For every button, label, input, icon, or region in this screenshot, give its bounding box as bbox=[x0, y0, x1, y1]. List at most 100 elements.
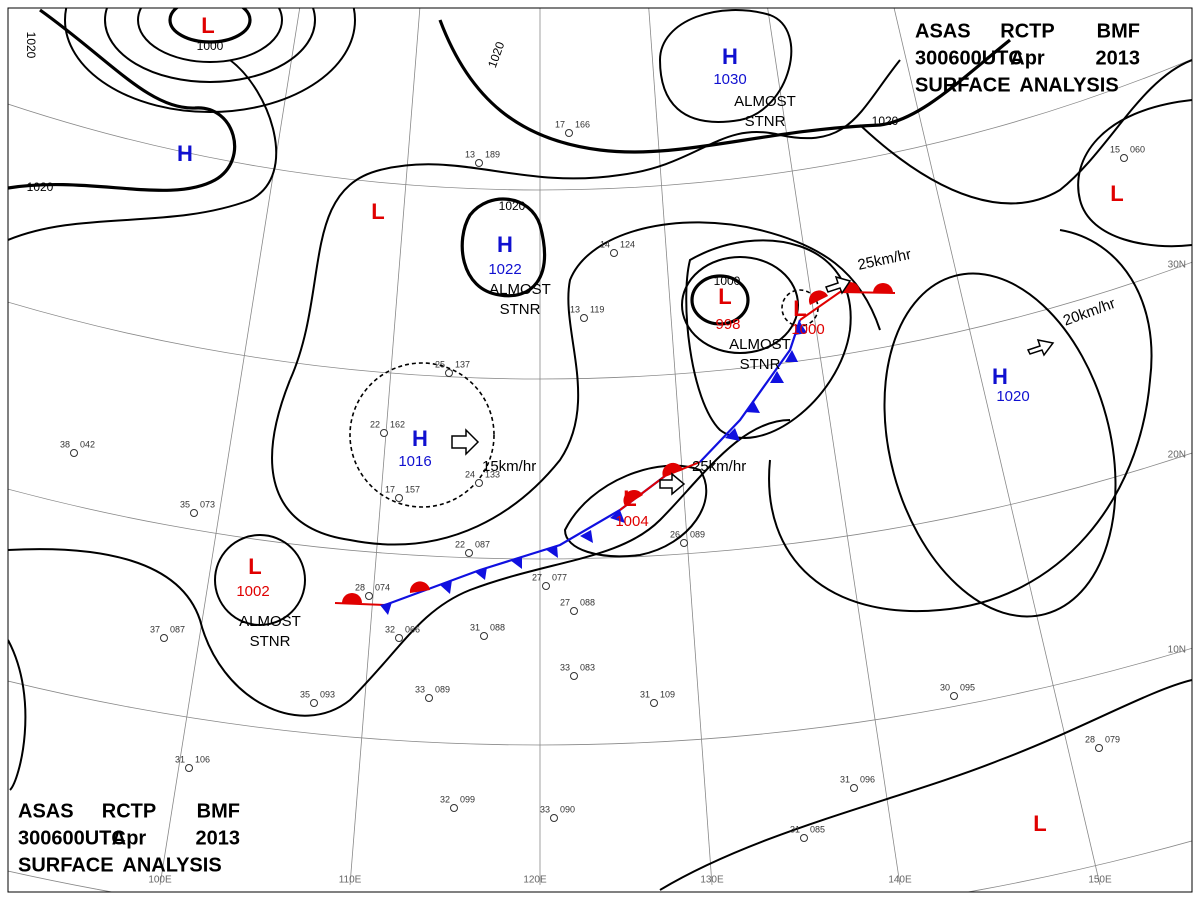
station-circle bbox=[565, 129, 573, 137]
header-word: 2013 bbox=[196, 827, 241, 849]
note-text: ALMOST bbox=[489, 281, 551, 298]
note-text: ALMOST bbox=[734, 93, 796, 110]
latitude-label: 20N bbox=[1168, 450, 1186, 461]
station-pressure: 119 bbox=[590, 304, 604, 314]
note-text: STNR bbox=[500, 301, 541, 318]
station-circle bbox=[310, 699, 318, 707]
station-pressure: 109 bbox=[660, 689, 675, 699]
station: 33 089 bbox=[415, 684, 450, 702]
station-circle bbox=[70, 449, 78, 457]
center-symbol: L bbox=[201, 13, 214, 38]
station-circle bbox=[542, 582, 550, 590]
header-word: ASAS bbox=[915, 20, 971, 42]
longitude-label: 150E bbox=[1088, 875, 1112, 886]
station-circle bbox=[445, 369, 453, 377]
longitude-label: 130E bbox=[700, 875, 724, 886]
station: 24 133 bbox=[465, 469, 500, 487]
isobars bbox=[8, 8, 1192, 891]
station-circle bbox=[570, 672, 578, 680]
station: 32 066 bbox=[385, 624, 420, 642]
center-symbol: L bbox=[1033, 811, 1046, 836]
station-circle bbox=[160, 634, 168, 642]
center-symbol: L bbox=[1110, 181, 1123, 206]
station-circle bbox=[475, 159, 483, 167]
station-temp: 31 bbox=[640, 689, 650, 699]
station-temp: 17 bbox=[555, 119, 565, 129]
station-pressure: 088 bbox=[580, 597, 595, 607]
station-pressure: 090 bbox=[560, 804, 575, 814]
station: 17 166 bbox=[555, 119, 590, 137]
station-temp: 27 bbox=[532, 572, 542, 582]
station-temp: 22 bbox=[370, 419, 380, 429]
station-temp: 38 bbox=[60, 439, 70, 449]
station-temp: 27 bbox=[560, 597, 570, 607]
note-text: ALMOST bbox=[729, 336, 791, 353]
isobar-label: 1020 bbox=[499, 199, 526, 213]
station-circle bbox=[1095, 744, 1103, 752]
station-pressure: 087 bbox=[475, 539, 490, 549]
station-circle bbox=[650, 699, 658, 707]
station: 32 099 bbox=[440, 794, 475, 812]
station-circle bbox=[570, 607, 578, 615]
isobar-label: 1020 bbox=[872, 114, 899, 128]
station-circle bbox=[380, 429, 388, 437]
station-pressure: 166 bbox=[575, 119, 590, 129]
station-pressure: 093 bbox=[320, 689, 335, 699]
header-word: Apr bbox=[1010, 47, 1045, 69]
station: 33 090 bbox=[540, 804, 575, 822]
center-symbol: L bbox=[371, 199, 384, 224]
header-word: Apr bbox=[112, 827, 147, 849]
station-pressure: 079 bbox=[1105, 734, 1120, 744]
header-word: RCTP bbox=[102, 800, 156, 822]
station: 27 077 bbox=[532, 572, 567, 590]
center-value: 998 bbox=[715, 316, 740, 333]
longitude-label: 100E bbox=[148, 875, 172, 886]
header-line: SURFACE ANALYSIS bbox=[18, 854, 222, 876]
note-text: ALMOST bbox=[239, 613, 301, 630]
station-pressure: 124 bbox=[620, 239, 635, 249]
station: 14 124 bbox=[600, 239, 635, 257]
station-temp: 13 bbox=[570, 304, 580, 314]
station-temp: 22 bbox=[455, 539, 465, 549]
station-pressure: 083 bbox=[580, 662, 595, 672]
station-circle bbox=[800, 834, 808, 842]
header-word: BMF bbox=[1097, 20, 1140, 42]
center-symbol: L bbox=[793, 296, 806, 321]
longitude-label: 110E bbox=[339, 875, 362, 886]
station-pressure: 099 bbox=[460, 794, 475, 804]
station: 35 093 bbox=[300, 689, 335, 707]
station-circle bbox=[185, 764, 193, 772]
station-circle bbox=[450, 804, 458, 812]
station-temp: 31 bbox=[790, 824, 800, 834]
station-pressure: 077 bbox=[552, 572, 567, 582]
station-pressure: 060 bbox=[1130, 144, 1145, 154]
station-temp: 30 bbox=[940, 682, 950, 692]
center-symbol: H bbox=[722, 44, 738, 69]
fronts bbox=[334, 282, 896, 615]
header-word: 300600UTC bbox=[915, 47, 1023, 69]
station: 27 088 bbox=[560, 597, 595, 615]
motion-label: 25km/hr bbox=[692, 458, 746, 475]
station-pressure: 089 bbox=[690, 529, 705, 539]
center-symbol: H bbox=[497, 232, 513, 257]
station-temp: 35 bbox=[180, 499, 190, 509]
station: 28 079 bbox=[1085, 734, 1120, 752]
motion-label: 15km/hr bbox=[482, 458, 536, 475]
station: 37 087 bbox=[150, 624, 185, 642]
isobar-label: 1020 bbox=[27, 180, 54, 194]
station: 28 074 bbox=[355, 582, 390, 600]
center-symbol: L bbox=[718, 284, 731, 309]
longitude-label: 140E bbox=[888, 875, 912, 886]
center-value: 1022 bbox=[488, 261, 521, 278]
station-temp: 24 bbox=[465, 469, 475, 479]
station-temp: 14 bbox=[600, 239, 610, 249]
station-temp: 13 bbox=[465, 149, 475, 159]
isobar-label: 1020 bbox=[24, 32, 38, 59]
station-temp: 33 bbox=[415, 684, 425, 694]
header-word: 2013 bbox=[1096, 47, 1141, 69]
station-temp: 32 bbox=[385, 624, 395, 634]
station: 31 109 bbox=[640, 689, 675, 707]
station-circle bbox=[610, 249, 618, 257]
